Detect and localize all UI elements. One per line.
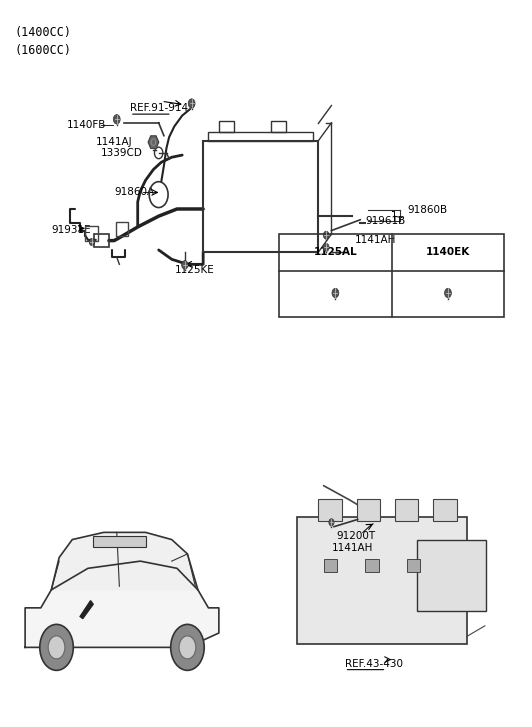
Text: 91860A: 91860A — [114, 188, 154, 198]
Bar — [417, 539, 486, 611]
Circle shape — [182, 260, 188, 269]
Polygon shape — [51, 532, 198, 590]
Circle shape — [329, 519, 334, 526]
Circle shape — [179, 636, 196, 659]
Bar — [408, 559, 420, 572]
Bar — [93, 536, 146, 547]
Text: REF.91-914: REF.91-914 — [130, 103, 188, 113]
Bar — [356, 499, 380, 521]
Text: 1140EK: 1140EK — [426, 247, 470, 257]
Circle shape — [48, 636, 65, 659]
Circle shape — [113, 115, 120, 124]
Bar — [209, 132, 313, 141]
Text: 1141AJ: 1141AJ — [96, 137, 132, 147]
Text: 1141AH: 1141AH — [331, 543, 373, 553]
Polygon shape — [25, 561, 219, 647]
Bar — [318, 499, 342, 521]
Bar — [85, 225, 98, 241]
Text: REF.43-430: REF.43-430 — [345, 659, 403, 669]
Bar — [271, 121, 286, 132]
Text: 1125AL: 1125AL — [313, 247, 357, 257]
Circle shape — [323, 231, 329, 239]
Text: (1400CC): (1400CC) — [15, 25, 72, 39]
Text: 1125KE: 1125KE — [174, 265, 214, 275]
Circle shape — [445, 289, 451, 297]
Circle shape — [89, 238, 95, 246]
Text: 1339CD: 1339CD — [101, 148, 143, 158]
Bar — [395, 499, 418, 521]
Bar — [297, 518, 467, 644]
Bar — [279, 234, 504, 317]
Bar — [323, 559, 337, 572]
Text: 91961B: 91961B — [365, 216, 406, 226]
Circle shape — [188, 99, 195, 108]
Bar — [203, 141, 318, 252]
Circle shape — [40, 624, 73, 670]
Text: 1141AH: 1141AH — [355, 235, 396, 245]
Text: (1600CC): (1600CC) — [15, 44, 72, 57]
Circle shape — [332, 289, 339, 297]
Polygon shape — [148, 136, 159, 148]
Text: 1140FB: 1140FB — [67, 120, 106, 130]
Circle shape — [171, 624, 204, 670]
Bar — [433, 499, 456, 521]
Text: 91860B: 91860B — [408, 205, 447, 214]
Bar — [115, 222, 128, 236]
Circle shape — [323, 244, 329, 252]
Polygon shape — [80, 601, 93, 619]
Bar — [365, 559, 379, 572]
Bar — [94, 234, 109, 247]
Text: 91200T: 91200T — [337, 531, 376, 541]
Text: 91931E: 91931E — [51, 225, 91, 235]
Bar — [219, 121, 234, 132]
